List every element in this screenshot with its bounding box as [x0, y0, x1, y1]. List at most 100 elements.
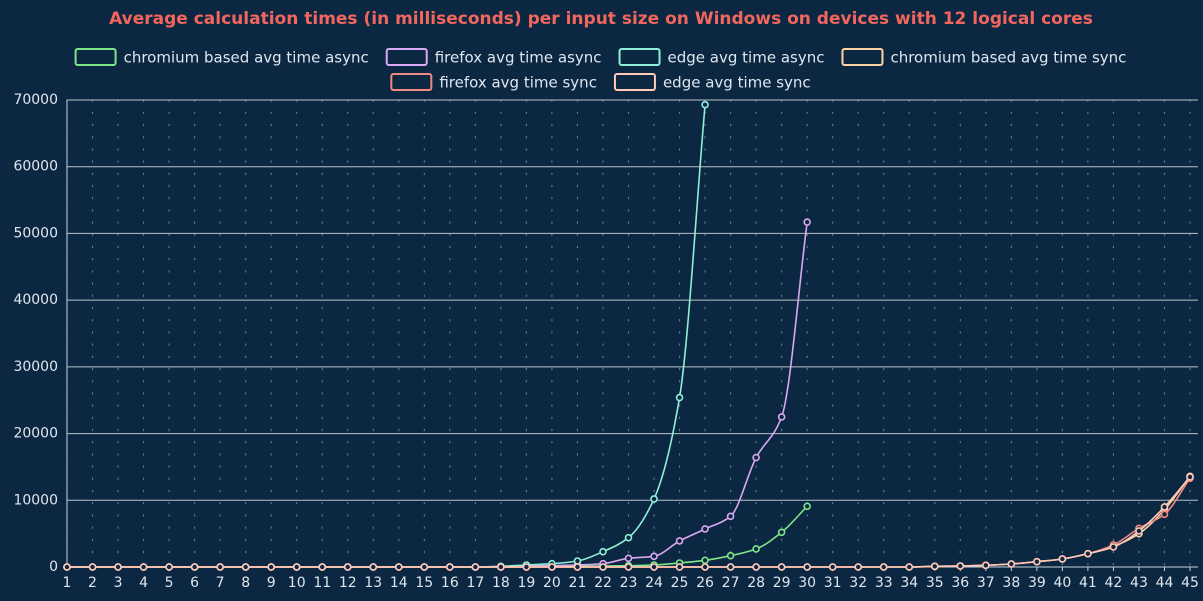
data-point	[624, 554, 633, 563]
x-tick-label: 29	[773, 575, 791, 591]
x-tick-label: 33	[875, 575, 893, 591]
data-point	[139, 563, 148, 571]
data-point	[905, 563, 914, 571]
data-point	[1058, 555, 1067, 563]
data-point	[165, 563, 173, 571]
chart-title: Average calculation times (in millisecon…	[109, 9, 1093, 29]
x-tick-label: 9	[267, 575, 276, 591]
legend-swatch	[385, 48, 428, 66]
x-tick-label: 24	[645, 575, 663, 591]
data-point	[267, 563, 275, 571]
data-point	[701, 525, 709, 533]
x-tick-label: 13	[364, 575, 382, 591]
x-tick-label: 4	[139, 575, 148, 591]
legend-label: chromium based avg time sync	[890, 49, 1126, 67]
data-point	[522, 563, 531, 571]
data-point	[497, 563, 505, 571]
x-tick-label: 28	[747, 575, 765, 591]
legend-item: chromium based avg time async	[74, 48, 369, 67]
data-point	[675, 393, 684, 402]
x-tick-label: 8	[241, 575, 250, 591]
x-tick-label: 42	[1105, 575, 1123, 591]
legend-swatch	[613, 73, 656, 91]
x-tick-label: 39	[1028, 575, 1046, 591]
data-point	[1084, 549, 1092, 558]
legend-item: edge avg time sync	[613, 73, 811, 92]
x-tick-label: 7	[216, 575, 225, 591]
data-point	[1160, 503, 1169, 511]
data-point	[701, 563, 709, 571]
x-tick-label: 10	[288, 575, 306, 591]
x-tick-label: 30	[798, 575, 816, 591]
x-tick-label: 6	[190, 575, 199, 591]
data-point	[752, 545, 760, 553]
data-point	[828, 563, 837, 571]
legend-label: firefox avg time sync	[439, 74, 597, 92]
x-tick-label: 32	[849, 575, 867, 591]
data-point	[471, 563, 480, 571]
data-point	[446, 563, 454, 571]
x-tick-label: 14	[390, 575, 408, 591]
data-point	[777, 413, 786, 421]
x-tick-label: 36	[951, 575, 969, 591]
x-tick-label: 37	[977, 575, 995, 591]
x-tick-label: 31	[824, 575, 842, 591]
data-point	[650, 563, 658, 571]
y-tick-label: 70000	[13, 92, 58, 108]
data-point	[752, 453, 760, 462]
data-point	[650, 552, 658, 561]
data-point	[394, 563, 403, 571]
data-point	[726, 512, 735, 521]
data-point	[369, 563, 378, 571]
y-tick-label: 20000	[13, 426, 58, 442]
data-point	[1135, 527, 1143, 535]
x-tick-label: 21	[569, 575, 587, 591]
legend-label: edge avg time sync	[663, 74, 811, 92]
data-point	[88, 563, 97, 571]
data-point	[726, 551, 735, 560]
data-point	[701, 556, 709, 565]
data-point	[420, 563, 429, 571]
data-point	[573, 563, 582, 571]
x-tick-label: 19	[517, 575, 535, 591]
data-point	[803, 502, 811, 511]
data-point	[1007, 560, 1016, 568]
data-point	[777, 528, 786, 537]
data-point	[879, 563, 888, 571]
x-tick-label: 15	[415, 575, 433, 591]
x-tick-label: 26	[696, 575, 714, 591]
x-tick-label: 41	[1079, 575, 1097, 591]
x-tick-label: 11	[313, 575, 331, 591]
legend-item: firefox avg time async	[385, 48, 602, 67]
data-point	[803, 563, 811, 571]
data-point	[599, 563, 607, 571]
data-point	[982, 561, 990, 570]
x-tick-label: 20	[543, 575, 561, 591]
data-point	[930, 562, 939, 571]
x-tick-label: 3	[114, 575, 123, 591]
x-tick-label: 34	[900, 575, 918, 591]
data-point	[343, 563, 352, 571]
legend-label: firefox avg time async	[435, 49, 602, 67]
x-tick-label: 38	[1002, 575, 1020, 591]
legend-label: chromium based avg time async	[124, 49, 369, 67]
y-tick-label: 50000	[13, 225, 58, 241]
legend-swatch	[618, 48, 661, 66]
data-point	[675, 537, 684, 545]
legend-swatch	[390, 73, 433, 91]
data-point	[675, 563, 684, 571]
x-tick-label: 40	[1053, 575, 1071, 591]
x-tick-label: 44	[1156, 575, 1174, 591]
data-point	[1160, 510, 1169, 519]
x-tick-label: 27	[722, 575, 740, 591]
y-tick-label: 30000	[13, 359, 58, 375]
x-tick-label: 1	[63, 575, 72, 591]
data-point	[190, 563, 199, 571]
x-tick-label: 45	[1181, 575, 1199, 591]
data-point	[216, 563, 224, 571]
data-point	[599, 547, 607, 556]
data-point	[548, 563, 556, 571]
x-tick-label: 16	[441, 575, 459, 591]
data-point	[854, 563, 863, 571]
